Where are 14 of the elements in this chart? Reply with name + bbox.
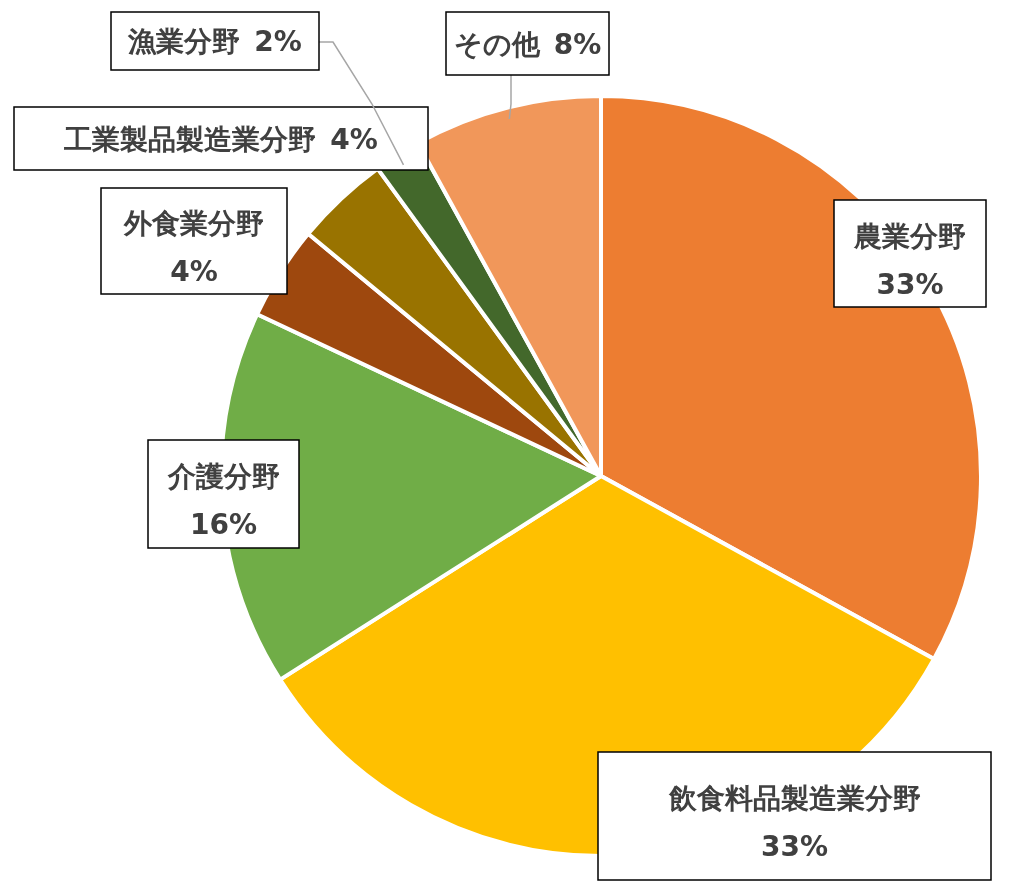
data-label: 33% (760, 830, 829, 863)
data-label: 2% (254, 25, 302, 58)
slice-label: その他 (453, 27, 540, 61)
slice-label: 飲食料品製造業分野 (667, 782, 921, 815)
slice-label: 工業製品製造業分野 (64, 122, 317, 156)
data-label: 4% (330, 122, 378, 156)
slice-label: 漁業分野 (128, 25, 241, 58)
data-label: 4% (170, 255, 218, 288)
slice-label: 介護分野 (166, 460, 280, 493)
data-label: 8% (553, 27, 602, 61)
slice-label: 農業分野 (853, 219, 966, 253)
data-label: 16% (189, 508, 258, 541)
slice-label: 外食業分野 (123, 207, 264, 240)
data-label: 33% (876, 267, 944, 301)
